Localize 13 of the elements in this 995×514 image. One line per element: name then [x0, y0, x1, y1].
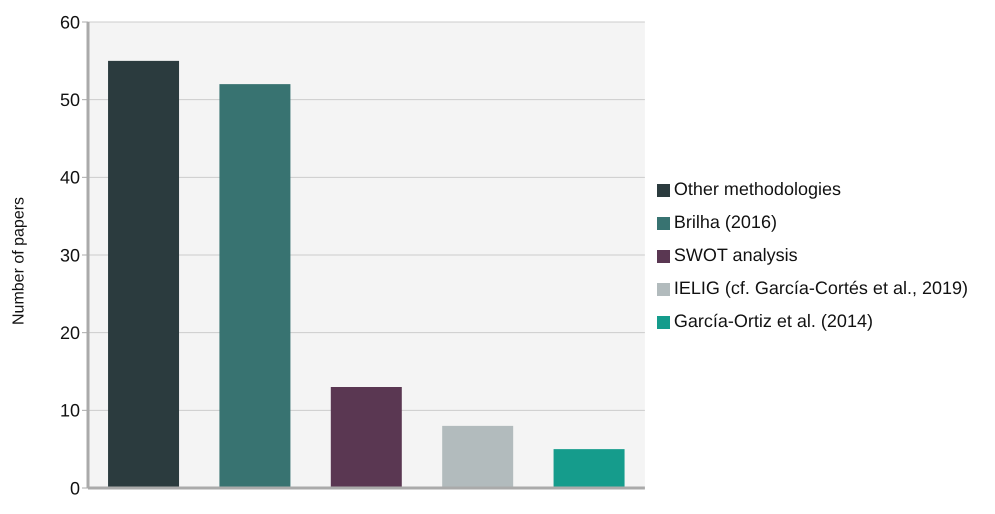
y-tick-label: 0: [70, 478, 80, 498]
legend-label: IELIG (cf. García-Cortés et al., 2019): [674, 278, 968, 298]
y-tick-label: 30: [60, 245, 80, 266]
legend-label: Brilha (2016): [674, 212, 777, 232]
legend-label: García-Ortiz et al. (2014): [674, 311, 873, 331]
y-tick-label: 60: [60, 12, 80, 32]
y-tick-label: 50: [60, 90, 80, 110]
y-tick-label: 10: [60, 400, 80, 421]
y-tick-label: 40: [60, 168, 80, 188]
legend-label: Other methodologies: [674, 179, 841, 199]
y-tick-label: 20: [60, 323, 80, 344]
legend-label: SWOT analysis: [674, 245, 798, 265]
y-axis-title: Number of papers: [10, 196, 28, 325]
